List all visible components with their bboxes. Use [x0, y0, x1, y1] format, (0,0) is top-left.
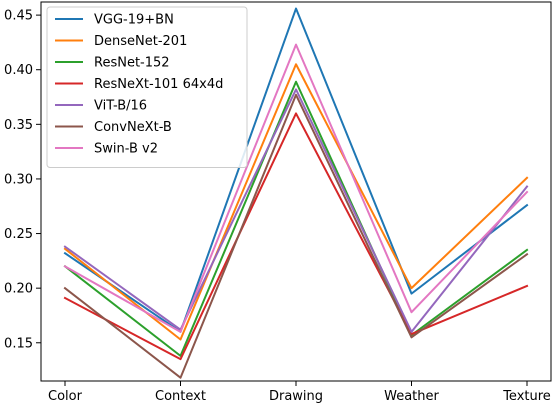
legend-label: ConvNeXt-B — [94, 120, 172, 135]
y-tick-label: 0.45 — [4, 9, 33, 24]
x-tick-label: Color — [48, 389, 83, 404]
series-line-3 — [63, 112, 529, 361]
y-tick-label: 0.30 — [4, 172, 33, 187]
x-axis: Color Context Drawing Weather Texture — [48, 381, 551, 404]
x-tick-label: Drawing — [269, 389, 323, 404]
series-lines — [63, 7, 529, 379]
series-line-4 — [63, 88, 529, 333]
legend-label: DenseNet-201 — [94, 34, 187, 49]
y-tick-label: 0.40 — [4, 63, 33, 78]
x-tick-label: Texture — [502, 389, 551, 404]
y-axis: 0.15 0.20 0.25 0.30 0.35 0.40 0.45 — [4, 9, 41, 351]
y-tick-label: 0.25 — [4, 227, 33, 242]
series-line-2 — [63, 80, 529, 357]
legend: VGG-19+BN DenseNet-201 ResNet-152 ResNeXt-1… — [46, 6, 248, 168]
legend-label: VGG-19+BN — [94, 13, 174, 28]
legend-label: ViT-B/16 — [94, 99, 147, 114]
legend-label: Swin-B v2 — [94, 142, 158, 157]
x-tick-label: Weather — [384, 389, 439, 404]
legend-label: ResNeXt-101 64x4d — [94, 77, 223, 92]
series-line-5 — [63, 93, 529, 379]
y-tick-label: 0.15 — [4, 336, 33, 351]
series-line-0 — [63, 7, 529, 333]
x-tick-label: Context — [155, 389, 206, 404]
series-line-6 — [63, 43, 529, 333]
legend-label: ResNet-152 — [94, 56, 170, 71]
y-tick-label: 0.35 — [4, 118, 33, 133]
legend-box — [46, 6, 248, 168]
y-tick-label: 0.20 — [4, 282, 33, 297]
